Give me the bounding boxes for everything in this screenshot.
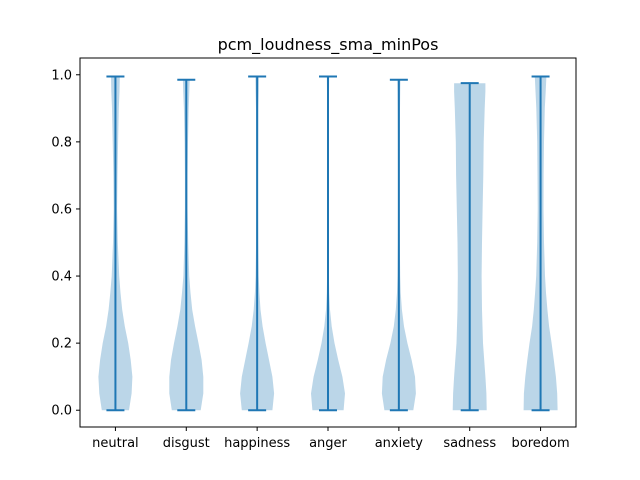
y-tick-label: 0.8 xyxy=(51,135,72,150)
x-tick-label-boredom: boredom xyxy=(512,436,570,451)
chart-title: pcm_loudness_sma_minPos xyxy=(218,35,439,55)
x-tick-label-neutral: neutral xyxy=(92,436,139,451)
x-tick-label-anxiety: anxiety xyxy=(375,436,424,451)
x-tick-label-disgust: disgust xyxy=(163,436,210,451)
x-tick-label-sadness: sadness xyxy=(443,436,496,451)
x-tick-label-happiness: happiness xyxy=(224,436,290,451)
y-tick-label: 0.0 xyxy=(51,404,72,419)
axis-layer: 0.0 0.2 0.4 0.6 0.8 1.0 neutral disgust happines… xyxy=(51,57,577,451)
y-tick-label: 1.0 xyxy=(51,68,72,83)
y-tick-label: 0.6 xyxy=(51,202,72,217)
x-tick-label-anger: anger xyxy=(309,436,347,451)
y-tick-label: 0.2 xyxy=(51,337,72,352)
lines-layer xyxy=(106,75,550,412)
y-tick-label: 0.4 xyxy=(51,270,72,285)
